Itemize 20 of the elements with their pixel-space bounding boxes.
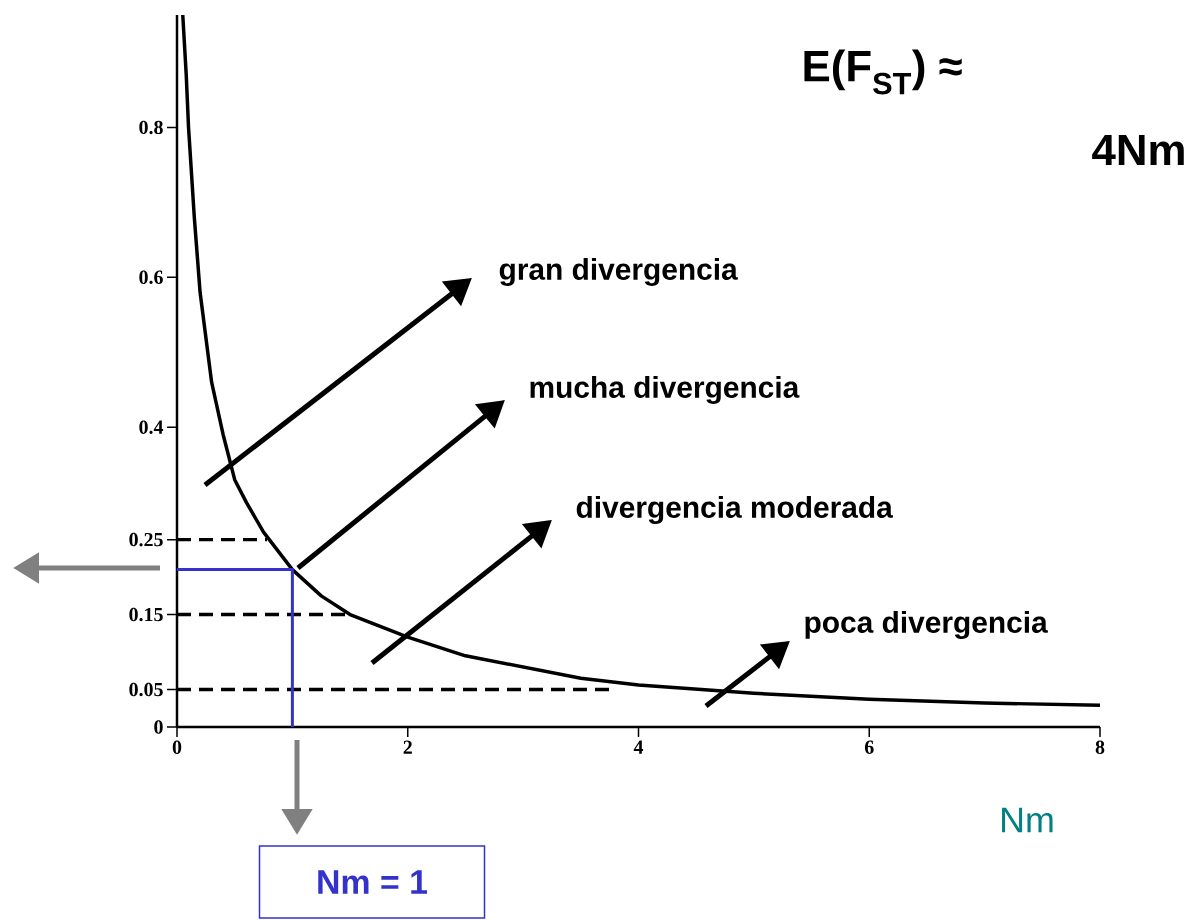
y-tick-label: 0.15	[129, 607, 163, 622]
y-tick-label: 0	[154, 720, 163, 734]
x-tick-label: 6	[864, 740, 874, 754]
y-tick-label: 0.8	[139, 120, 163, 135]
annotation: gran divergencia	[499, 258, 738, 286]
y-tick-label: 0.25	[129, 532, 163, 547]
annotation: poca divergencia	[805, 611, 1048, 639]
text: E(F$_{ST}$) ≈	[804, 49, 962, 95]
x-tick-label: 0	[172, 740, 182, 754]
y-tick-label: 0.05	[129, 682, 163, 697]
x-tick-label: 2	[403, 740, 412, 754]
annotation: 4Nm	[1092, 134, 1184, 166]
y-tick-label: 0.6	[139, 270, 163, 285]
x-tick-label: 4	[633, 740, 644, 754]
text: Nm = 1	[318, 870, 428, 894]
x-tick-label: 8	[1095, 740, 1105, 754]
annotation: divergencia moderada	[576, 496, 893, 524]
x-axis-title: Nm	[1002, 807, 1053, 833]
y-tick-label: 0.4	[139, 420, 164, 434]
annotation: mucha divergencia	[530, 376, 800, 404]
